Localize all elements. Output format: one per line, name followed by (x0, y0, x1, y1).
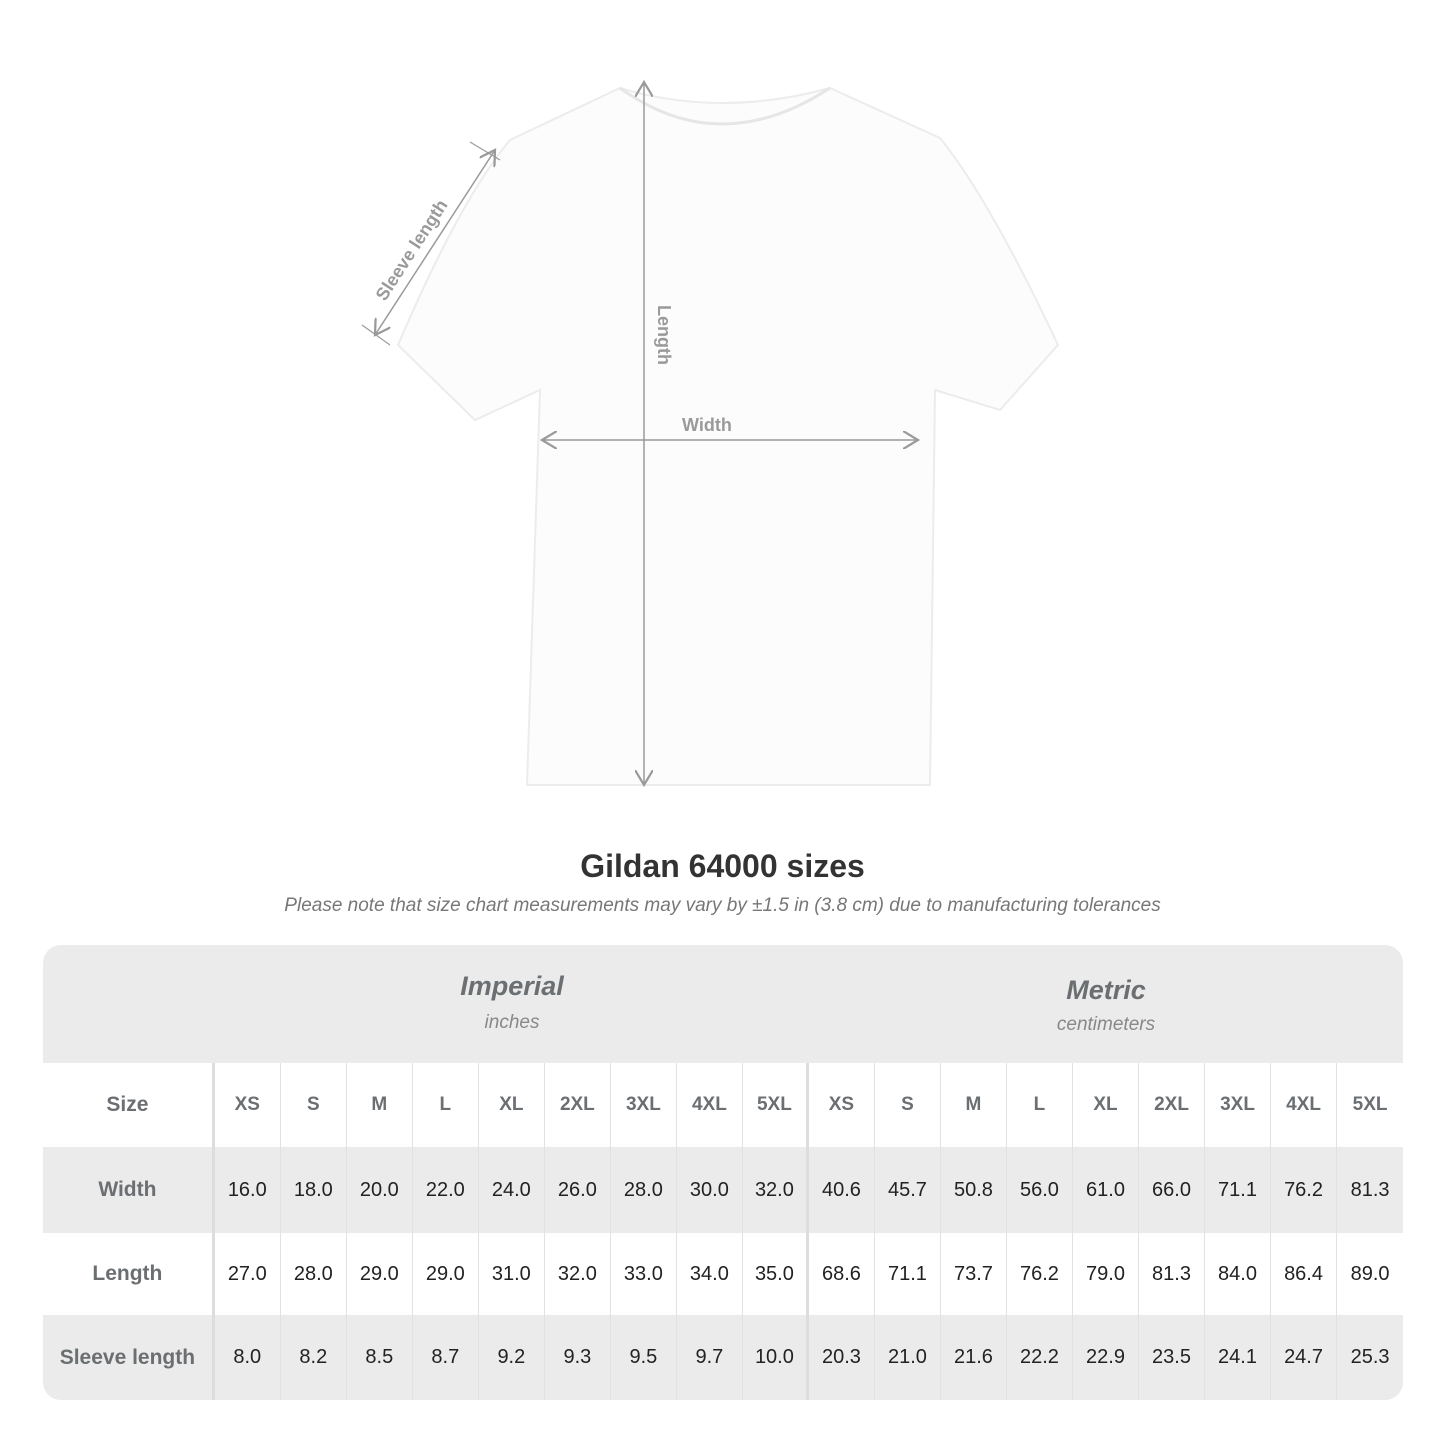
metric-cell: 81.3 (1139, 1233, 1206, 1315)
metric-cell: 86.4 (1271, 1233, 1338, 1315)
imperial-unit: inches (484, 1012, 540, 1033)
metric-cell: 50.8 (941, 1147, 1007, 1233)
imperial-size-header: M (347, 1063, 413, 1147)
width-label: Width (682, 415, 732, 435)
imperial-cell: 35.0 (743, 1233, 809, 1315)
metric-cell: 73.7 (941, 1233, 1007, 1315)
imperial-cell: 8.2 (281, 1315, 347, 1400)
row-label: Length (43, 1233, 215, 1315)
imperial-cell: 29.0 (347, 1233, 413, 1315)
metric-size-header: 3XL (1205, 1063, 1272, 1147)
imperial-cell: 31.0 (479, 1233, 545, 1315)
imperial-cell: 18.0 (281, 1147, 347, 1233)
imperial-cell: 28.0 (281, 1233, 347, 1315)
row-label: Size (43, 1063, 215, 1147)
length-label: Length (654, 305, 674, 365)
imperial-cell: 8.7 (413, 1315, 479, 1400)
imperial-cell: 33.0 (611, 1233, 677, 1315)
sleeve-arrow (375, 150, 495, 335)
metric-cell: 24.1 (1205, 1315, 1272, 1400)
imperial-cell: 22.0 (413, 1147, 479, 1233)
metric-cell: 61.0 (1073, 1147, 1139, 1233)
metric-cell: 71.1 (875, 1233, 941, 1315)
metric-header: Metric centimeters (809, 945, 1403, 1063)
imperial-cell: 10.0 (743, 1315, 809, 1400)
metric-cell: 79.0 (1073, 1233, 1139, 1315)
table-row: Length 27.0 28.0 29.0 29.0 31.0 32.0 33.0 34.0 35… (43, 1233, 1403, 1315)
imperial-cell: 8.0 (215, 1315, 281, 1400)
imperial-cell: 9.3 (545, 1315, 611, 1400)
imperial-size-header: L (413, 1063, 479, 1147)
imperial-cell: 24.0 (479, 1147, 545, 1233)
metric-cell: 21.0 (875, 1315, 941, 1400)
metric-cell: 22.9 (1073, 1315, 1139, 1400)
metric-cell: 89.0 (1350, 1262, 1390, 1285)
metric-cell: 81.3 (1350, 1178, 1390, 1201)
metric-size-header: L (1007, 1063, 1073, 1147)
imperial-cell: 16.0 (215, 1147, 281, 1233)
imperial-cell: 26.0 (545, 1147, 611, 1233)
imperial-size-header: XL (479, 1063, 545, 1147)
metric-cell: 25.3 (1350, 1346, 1390, 1368)
size-table: Imperial inches Metric centimeters Size X… (43, 945, 1403, 1400)
metric-cell: 76.2 (1271, 1147, 1338, 1233)
row-label: Sleeve length (43, 1315, 215, 1400)
imperial-size-header: S (281, 1063, 347, 1147)
imperial-cell: 32.0 (743, 1147, 809, 1233)
table-row: Sleeve length 8.0 8.2 8.5 8.7 9.2 9.3 9.5 9.7 10.… (43, 1315, 1403, 1400)
imperial-cell: 9.7 (677, 1315, 743, 1400)
metric-cell: 45.7 (875, 1147, 941, 1233)
metric-cell: 56.0 (1007, 1147, 1073, 1233)
imperial-cell: 9.5 (611, 1315, 677, 1400)
imperial-size-header: 4XL (677, 1063, 743, 1147)
row-label: Width (43, 1147, 215, 1233)
imperial-cell: 32.0 (545, 1233, 611, 1315)
imperial-header: Imperial inches (215, 945, 809, 1063)
metric-size-header: XL (1073, 1063, 1139, 1147)
table-row: Width 16.0 18.0 20.0 22.0 24.0 26.0 28.0 30.0 32.… (43, 1147, 1403, 1233)
metric-size-header: S (875, 1063, 941, 1147)
metric-size-header: XS (809, 1063, 875, 1147)
metric-size-header: M (941, 1063, 1007, 1147)
metric-cell: 71.1 (1205, 1147, 1272, 1233)
imperial-size-header: XS (215, 1063, 281, 1147)
page-title: Gildan 64000 sizes (580, 848, 865, 884)
metric-cell: 20.3 (809, 1315, 875, 1400)
metric-cell: 22.2 (1007, 1315, 1073, 1400)
imperial-size-header: 2XL (545, 1063, 611, 1147)
imperial-cell: 27.0 (215, 1233, 281, 1315)
imperial-size-header: 3XL (611, 1063, 677, 1147)
imperial-cell: 8.5 (347, 1315, 413, 1400)
size-header-row: Size XS S M L XL 2XL 3XL 4XL 5XL XS S M L XL 2XL 3XL 4XL 5… (43, 1063, 1403, 1147)
imperial-cell: 34.0 (677, 1233, 743, 1315)
metric-size-header: 2XL (1139, 1063, 1206, 1147)
metric-cell: 21.6 (941, 1315, 1007, 1400)
imperial-cell: 20.0 (347, 1147, 413, 1233)
metric-cell: 24.7 (1271, 1315, 1338, 1400)
metric-cell: 76.2 (1007, 1233, 1073, 1315)
metric-cell: 40.6 (809, 1147, 875, 1233)
imperial-cell: 29.0 (413, 1233, 479, 1315)
metric-size-header: 4XL (1271, 1063, 1338, 1147)
imperial-size-header: 5XL (743, 1063, 809, 1147)
imperial-cell: 30.0 (677, 1147, 743, 1233)
tshirt-diagram: Sleeve length Length Width (361, 0, 1060, 820)
metric-cell: 66.0 (1139, 1147, 1206, 1233)
metric-title: Metric (1066, 975, 1146, 1005)
metric-cell: 68.6 (809, 1233, 875, 1315)
imperial-title: Imperial (460, 971, 564, 1001)
tolerance-note: Please note that size chart measurements… (284, 895, 1161, 916)
tshirt-shape (396, 86, 1060, 786)
metric-unit: centimeters (1056, 1014, 1156, 1035)
imperial-cell: 28.0 (611, 1147, 677, 1233)
metric-cell: 84.0 (1205, 1233, 1272, 1315)
metric-size-header: 5XL (1352, 1094, 1388, 1115)
metric-cell: 23.5 (1139, 1315, 1206, 1400)
imperial-cell: 9.2 (479, 1315, 545, 1400)
